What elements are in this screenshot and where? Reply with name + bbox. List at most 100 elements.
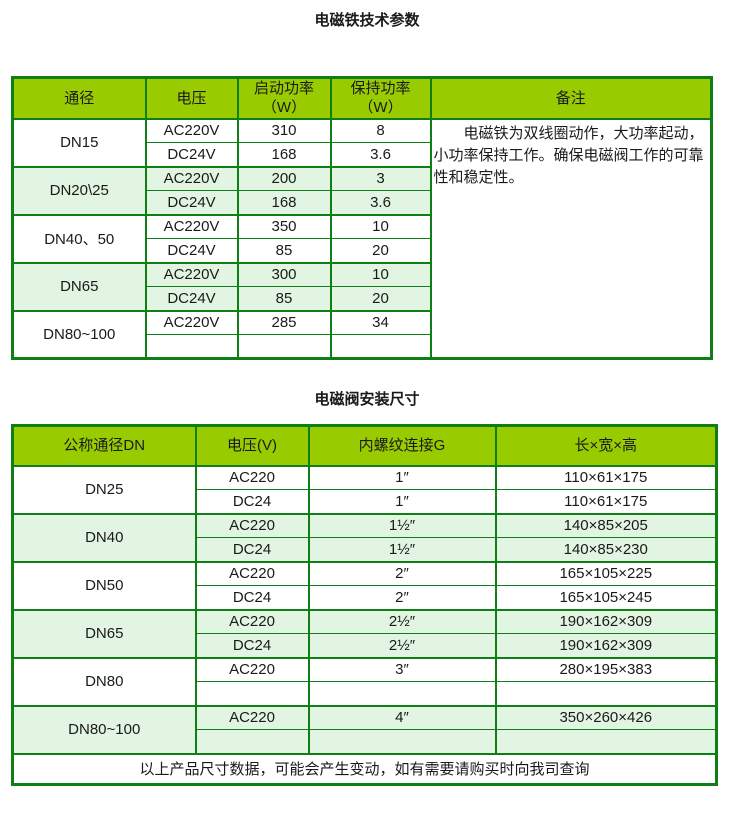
thread-cell: 2½″ — [307, 608, 497, 634]
remark-cell: 电磁铁为双线圈动作，大功率起动，小功率保持工作。确保电磁阀工作的可靠性和稳定性。 — [429, 117, 713, 359]
table-row: DN15 AC220V 310 8 电磁铁为双线圈动作，大功率起动，小功率保持工… — [11, 117, 713, 359]
start-power-cell: 350 — [236, 213, 332, 239]
thread-cell: 2″ — [307, 560, 497, 586]
voltage-cell: DC24 — [194, 537, 310, 562]
dimensions-cell — [494, 729, 718, 754]
voltage-cell: DC24V — [144, 142, 239, 167]
table-row: DN65 AC220 2½″ 190×162×309 — [11, 608, 718, 658]
voltage-cell: AC220V — [144, 213, 239, 239]
table-row: DC24 2″ 165×105×245 — [13, 585, 718, 610]
hold-power-cell: 3.6 — [329, 190, 432, 215]
group-label-cell: DN15 — [11, 117, 147, 167]
voltage-cell: AC220 — [194, 464, 310, 490]
voltage-cell: DC24V — [144, 286, 239, 311]
start-power-cell: 85 — [236, 286, 332, 311]
thread-cell: 2½″ — [307, 633, 497, 658]
hold-power-cell: 20 — [329, 238, 432, 263]
hold-power-cell: 10 — [329, 213, 432, 239]
voltage-cell: AC220V — [144, 309, 239, 335]
start-power-cell: 310 — [236, 117, 332, 143]
voltage-cell: DC24 — [194, 633, 310, 658]
thread-cell: 1½″ — [307, 512, 497, 538]
start-power-cell: 300 — [236, 261, 332, 287]
footer-note-cell: 以上产品尺寸数据，可能会产生变动，如有需要请购买时向我司查询 — [11, 752, 718, 785]
start-power-cell: 285 — [236, 309, 332, 335]
col-header-hold-power: 保持功率 （W） — [329, 77, 432, 120]
start-power-cell: 168 — [236, 142, 332, 167]
table-row — [13, 681, 718, 706]
dimensions-cell: 165×105×225 — [494, 560, 718, 586]
col-header-voltage: 电压 — [144, 77, 239, 120]
table-row: DN80 AC220 3″ 280×195×383 — [11, 656, 718, 706]
group-label-cell: DN50 — [11, 560, 197, 610]
col-header-diameter: 通径 — [11, 77, 147, 120]
voltage-cell: AC220V — [144, 165, 239, 191]
table-row: DN50 AC220 2″ 165×105×225 — [11, 560, 718, 610]
valve-dimensions-title: 电磁阀安装尺寸 — [314, 391, 420, 408]
dimensions-cell: 190×162×309 — [494, 608, 718, 634]
voltage-cell: DC24V — [144, 238, 239, 263]
voltage-cell: DC24 — [194, 489, 310, 514]
start-power-cell: 85 — [236, 238, 332, 263]
group-label-cell: DN65 — [11, 261, 147, 311]
voltage-cell: AC220V — [144, 261, 239, 287]
valve-dimensions-table: 公称通径DN 电压(V) 内螺纹连接G 长×宽×高 DN25 AC220 1″ … — [11, 424, 718, 786]
thread-cell: 2″ — [307, 585, 497, 610]
dimensions-cell: 280×195×383 — [494, 656, 718, 682]
table-row: DC24V 168 3.6 — [13, 142, 712, 167]
dimensions-cell: 190×162×309 — [494, 633, 718, 658]
voltage-cell: DC24V — [144, 190, 239, 215]
group-label-cell: DN40 — [11, 512, 197, 562]
table-row: DN80~100 AC220 4″ 350×260×426 — [11, 704, 718, 754]
hold-power-cell: 3.6 — [329, 142, 432, 167]
voltage-cell — [194, 729, 310, 754]
voltage-cell: DC24 — [194, 585, 310, 610]
thread-cell — [307, 729, 497, 754]
table-row: DN40、50 AC220V 350 10 — [11, 213, 712, 263]
col-header-dimensions: 长×宽×高 — [494, 425, 718, 467]
group-label-cell: DN80~100 — [11, 309, 147, 359]
table-row: DN40 AC220 1½″ 140×85×205 — [11, 512, 718, 562]
voltage-cell: AC220V — [144, 117, 239, 143]
start-power-cell: 200 — [236, 165, 332, 191]
table-row: DC24 2½″ 190×162×309 — [13, 633, 718, 658]
voltage-cell: AC220 — [194, 656, 310, 682]
hold-power-cell: 10 — [329, 261, 432, 287]
voltage-cell — [194, 681, 310, 706]
hold-power-cell — [329, 334, 432, 359]
hold-power-cell: 20 — [329, 286, 432, 311]
table-row: DN65 AC220V 300 10 — [11, 261, 712, 311]
group-label-cell: DN40、50 — [11, 213, 147, 263]
electromagnet-params-title: 电磁铁技术参数 — [314, 12, 420, 29]
hold-power-cell: 8 — [329, 117, 432, 143]
thread-cell: 1″ — [307, 489, 497, 514]
table-row: DN25 AC220 1″ 110×61×175 — [11, 464, 718, 514]
electromagnet-params-table: 通径 电压 启动功率 （W） 保持功率 （W） 备注 DN15 AC220V 3… — [11, 76, 713, 360]
group-label-cell: DN20\25 — [11, 165, 147, 215]
table-row — [13, 334, 712, 359]
table-row: DC24 1″ 110×61×175 — [13, 489, 718, 514]
dimensions-cell: 110×61×175 — [494, 464, 718, 490]
dimensions-cell: 140×85×230 — [494, 537, 718, 562]
dimensions-cell: 140×85×205 — [494, 512, 718, 538]
hold-power-cell: 34 — [329, 309, 432, 335]
col-header-start-power: 启动功率 （W） — [236, 77, 332, 120]
col-header-voltage: 电压(V) — [194, 425, 310, 467]
table2-header-row: 公称通径DN 电压(V) 内螺纹连接G 长×宽×高 — [11, 425, 718, 467]
voltage-cell: AC220 — [194, 512, 310, 538]
group-label-cell: DN25 — [11, 464, 197, 514]
thread-cell: 1½″ — [307, 537, 497, 562]
group-label-cell: DN65 — [11, 608, 197, 658]
start-power-cell: 168 — [236, 190, 332, 215]
hold-power-cell: 3 — [329, 165, 432, 191]
table1-header-row: 通径 电压 启动功率 （W） 保持功率 （W） 备注 — [11, 77, 713, 120]
thread-cell: 3″ — [307, 656, 497, 682]
col-header-nominal-diameter: 公称通径DN — [11, 425, 197, 467]
col-header-thread-connection: 内螺纹连接G — [307, 425, 497, 467]
voltage-cell: AC220 — [194, 608, 310, 634]
voltage-cell: AC220 — [194, 560, 310, 586]
dimensions-cell — [494, 681, 718, 706]
dimensions-cell: 110×61×175 — [494, 489, 718, 514]
table-row: DC24V 85 20 — [13, 238, 712, 263]
table-row: DC24 1½″ 140×85×230 — [13, 537, 718, 562]
